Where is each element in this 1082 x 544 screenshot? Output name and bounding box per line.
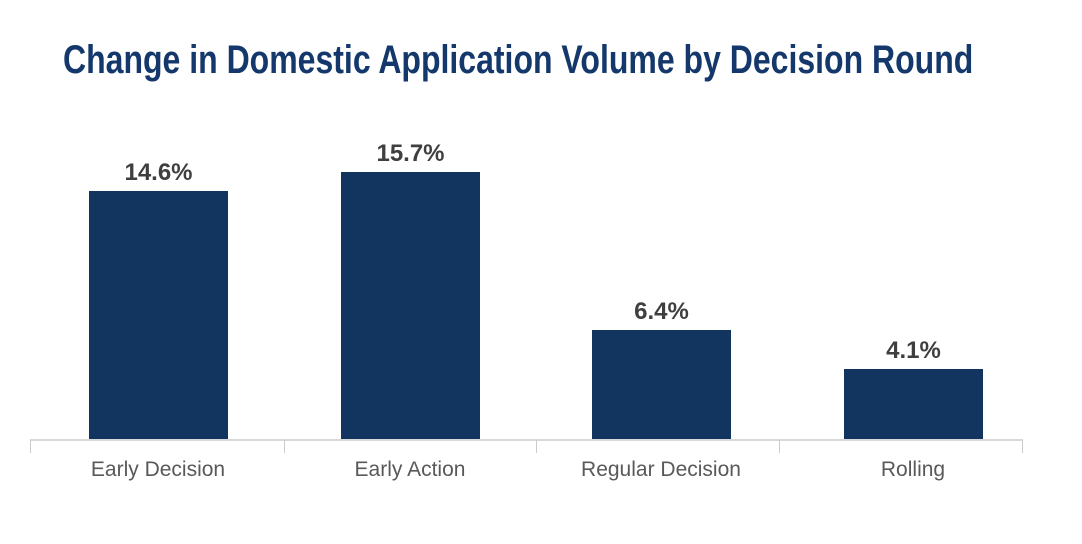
axis-tick [536, 440, 537, 453]
x-axis-label-regular-decision: Regular Decision [581, 458, 741, 481]
chart-title: Change in Domestic Application Volume by… [63, 38, 974, 82]
bar-group: 14.6% [89, 161, 228, 439]
bar-value-label: 14.6% [124, 159, 193, 186]
axis-tick [284, 440, 285, 453]
bar-rolling [844, 369, 983, 439]
bar-value-label: 6.4% [634, 298, 689, 325]
x-axis-line [30, 439, 1023, 441]
axis-tick [30, 440, 31, 453]
bar-value-label: 4.1% [886, 337, 941, 364]
bar-regular-decision [592, 330, 731, 439]
bar-group: 4.1% [844, 339, 983, 439]
axis-tick [1022, 440, 1023, 453]
bar-early-action [341, 172, 480, 439]
x-axis-label-early-decision: Early Decision [90, 458, 226, 481]
axis-tick [779, 440, 780, 453]
x-axis-label-early-action: Early Action [354, 458, 466, 481]
bar-group: 15.7% [341, 142, 480, 439]
bar-early-decision [89, 191, 228, 439]
bar-group: 6.4% [592, 300, 731, 439]
x-axis-label-rolling: Rolling [880, 458, 946, 481]
bar-value-label: 15.7% [376, 140, 445, 167]
